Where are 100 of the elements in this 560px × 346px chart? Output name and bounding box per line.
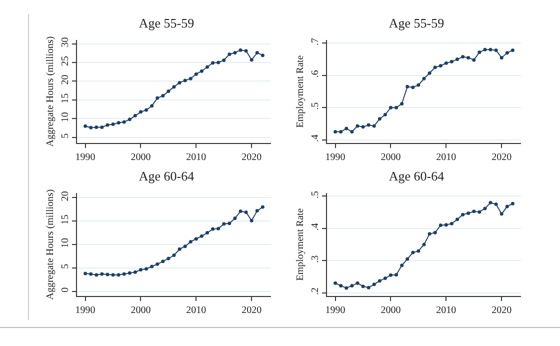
x-tick-label: 2010 <box>186 305 206 316</box>
y-tick-label: 15 <box>60 93 71 104</box>
point <box>94 126 98 130</box>
point <box>260 205 264 209</box>
point <box>350 284 354 288</box>
x-tick-label: 2000 <box>130 152 151 163</box>
point <box>466 56 470 60</box>
point <box>89 272 93 276</box>
point <box>344 126 348 130</box>
point <box>89 126 93 130</box>
point <box>222 222 226 226</box>
y-tick-label: 10 <box>60 112 71 122</box>
point <box>372 282 376 286</box>
point <box>339 284 343 288</box>
point <box>472 58 476 62</box>
point <box>84 124 88 128</box>
y-tick-label: .7 <box>310 38 321 46</box>
point <box>255 209 259 213</box>
point <box>438 223 442 227</box>
point <box>483 48 487 52</box>
point <box>394 273 398 277</box>
point <box>100 126 104 130</box>
point <box>194 237 198 241</box>
y-tick-label: 25 <box>60 56 71 66</box>
x-tick-label: 1990 <box>75 152 96 163</box>
point <box>478 50 482 54</box>
point <box>388 273 392 277</box>
point <box>183 78 187 82</box>
point <box>122 272 126 276</box>
point <box>116 121 120 125</box>
point <box>178 80 182 84</box>
point <box>416 83 420 87</box>
point <box>378 117 382 121</box>
point <box>478 210 482 214</box>
point <box>406 257 410 261</box>
line-series <box>334 200 514 290</box>
point <box>438 64 442 68</box>
point <box>472 210 476 214</box>
point <box>433 230 437 234</box>
point <box>183 244 187 248</box>
point <box>188 240 192 244</box>
point <box>94 273 98 277</box>
point <box>161 94 165 98</box>
point <box>260 54 264 58</box>
point <box>433 66 437 70</box>
y-axis-title: Aggregate Hours (millions) <box>45 189 56 300</box>
point <box>444 223 448 227</box>
x-tick-label: 2010 <box>186 152 206 163</box>
point <box>228 222 232 226</box>
x-tick-label: 2000 <box>130 305 151 316</box>
point <box>133 114 137 118</box>
point <box>500 56 504 60</box>
point <box>456 218 460 222</box>
point <box>356 124 360 128</box>
chart-title: Age 60-64 <box>388 168 445 184</box>
point <box>128 271 132 275</box>
point <box>250 218 254 222</box>
y-tick-label: 20 <box>60 74 71 85</box>
point <box>228 52 232 56</box>
point <box>450 222 454 226</box>
x-tick-label: 2020 <box>492 152 512 163</box>
chart-title: Age 55-59 <box>138 16 194 31</box>
y-tick-label: 15 <box>60 214 71 225</box>
point <box>411 86 415 90</box>
point <box>394 106 398 110</box>
y-tick-label: .4 <box>310 223 321 231</box>
y-tick-label: .5 <box>310 102 321 110</box>
point <box>388 106 392 110</box>
x-tick-label: 2000 <box>380 152 401 163</box>
point <box>505 51 509 55</box>
x-tick-label: 2000 <box>380 305 401 316</box>
point <box>488 200 492 204</box>
point <box>116 273 120 277</box>
point <box>144 267 148 271</box>
x-tick-label: 1990 <box>75 305 96 316</box>
point <box>406 84 410 88</box>
point <box>255 50 259 54</box>
point <box>366 123 370 127</box>
y-tick-label: .5 <box>310 190 321 198</box>
point <box>244 49 248 53</box>
point <box>138 110 142 114</box>
point <box>250 58 254 62</box>
chart-title: Age 55-59 <box>388 16 444 31</box>
point <box>450 60 454 64</box>
point <box>334 281 338 285</box>
point <box>133 270 137 274</box>
y-axis-title: Aggregate Hours (millions) <box>45 36 56 147</box>
x-tick-label: 2010 <box>436 305 456 316</box>
point <box>172 85 176 89</box>
point <box>494 48 498 52</box>
point <box>172 254 176 258</box>
point <box>428 232 432 236</box>
y-tick-label: .4 <box>310 134 321 142</box>
point <box>488 48 492 52</box>
point <box>194 72 198 76</box>
point <box>188 76 192 80</box>
point <box>166 256 170 260</box>
point <box>244 210 248 214</box>
point <box>510 202 514 206</box>
point <box>211 61 215 65</box>
